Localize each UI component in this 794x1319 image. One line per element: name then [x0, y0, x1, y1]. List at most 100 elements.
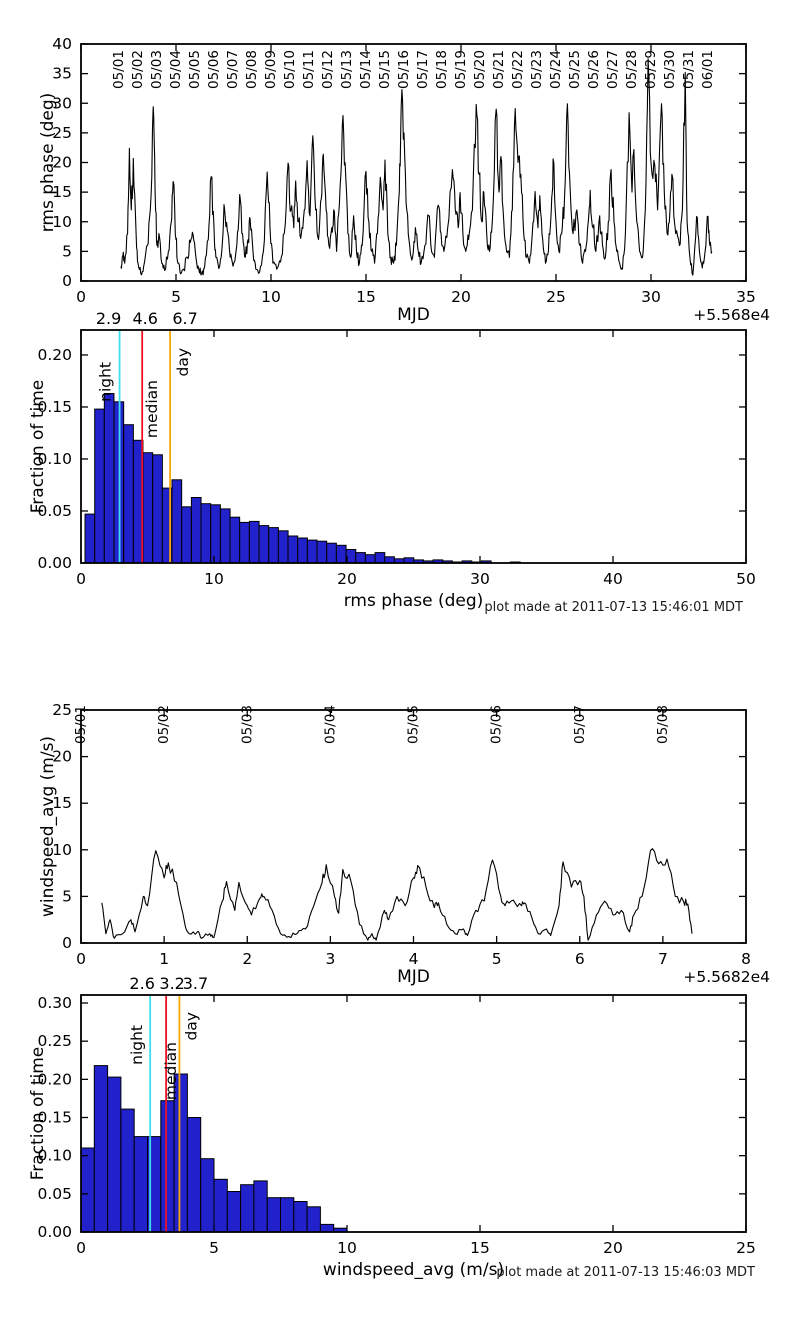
- y-tick-label: 5: [62, 242, 72, 260]
- x-tick-label: 8: [741, 950, 751, 968]
- hist-bar: [306, 539, 318, 564]
- x-tick-label: 0: [76, 288, 86, 306]
- date-label: 05/17: [415, 50, 431, 89]
- hist-bar: [152, 454, 163, 564]
- series-line: [101, 848, 693, 941]
- y-tick-label: 20: [52, 154, 72, 172]
- hist-bar: [123, 424, 134, 564]
- x-tick-label: 10: [204, 570, 224, 588]
- axes-frame: [80, 329, 747, 564]
- y-tick-label: 0.30: [37, 994, 72, 1012]
- hist-bar: [133, 1136, 148, 1233]
- date-label: 05/29: [643, 50, 659, 89]
- windspeed-histogram: 0 5 10 15 20 25 0.00 0.05 0.10 0.15 0.20 0.25 0.30 2.…: [28, 974, 756, 1280]
- y-tick-label: 0.20: [37, 346, 72, 364]
- hist-bar: [240, 1184, 255, 1233]
- x-tick-label: 4: [409, 950, 419, 968]
- windspeed-timeseries: 0 1 2 3 4 5 6 7 8 0 5 10 15 20 25 05/01 05/02 05/03 05/04 0…: [38, 701, 770, 987]
- hist-bar: [277, 530, 289, 564]
- marker-name-median: median: [162, 1042, 180, 1100]
- y-axis-label: Fraction of time: [28, 1047, 48, 1180]
- rms-phase-timeseries: 0 5 10 15 20 25 30 35 0 5 10 15 20 25 30 35 40 05/01 05/02…: [38, 35, 770, 325]
- marker-value-median: 3.2: [159, 974, 184, 993]
- hist-bar: [84, 513, 96, 564]
- hist-bar: [266, 1197, 282, 1233]
- marker-value-day: 6.7: [172, 309, 197, 328]
- hist-bar: [319, 1223, 335, 1233]
- y-axis-label: Fraction of time: [28, 380, 48, 513]
- x-axis-label: MJD: [397, 967, 430, 987]
- date-label: 05/06: [206, 50, 222, 89]
- y-tick-label: 0.10: [37, 1147, 72, 1165]
- hist-bar: [326, 542, 337, 564]
- date-label: 05/05: [406, 705, 422, 744]
- axes-frame: [80, 994, 747, 1233]
- hist-bar: [316, 540, 328, 564]
- hist-bar: [355, 552, 366, 564]
- y-tick-label: 0.05: [37, 502, 72, 520]
- y-tick-label: 0: [62, 934, 72, 952]
- x-tick-label: 7: [658, 950, 668, 968]
- x-tick-label: 15: [356, 288, 376, 306]
- date-label: 05/24: [548, 50, 564, 89]
- hist-bar: [384, 556, 395, 564]
- date-label: 05/27: [605, 50, 621, 89]
- hist-bar: [229, 516, 241, 564]
- date-label: 05/30: [662, 50, 678, 89]
- y-axis-label: windspeed_avg (m/s): [38, 736, 58, 917]
- hist-bar: [280, 1197, 295, 1233]
- hist-bar: [239, 521, 250, 564]
- y-tick-label: 5: [62, 887, 72, 905]
- x-tick-label: 30: [641, 288, 661, 306]
- date-label: 05/16: [396, 50, 412, 89]
- x-tick-label: 6: [575, 950, 585, 968]
- marker-name-night: night: [128, 1025, 146, 1065]
- y-axis-label: rms phase (deg): [38, 93, 58, 233]
- date-label: 05/08: [655, 705, 671, 744]
- hist-bar: [186, 1117, 202, 1233]
- hist-bar: [160, 1100, 175, 1233]
- x-tick-label: 20: [603, 1239, 623, 1257]
- hist-bar: [297, 537, 308, 564]
- rms-phase-histogram: 0 10 20 30 40 50 0.00 0.05 0.10 0.15 0.20 2.9 night 4…: [28, 309, 756, 611]
- date-label: 05/01: [73, 705, 89, 744]
- marker-value-night: 2.6: [129, 974, 154, 993]
- x-tick-label: 1: [159, 950, 169, 968]
- y-tick-label: 0.15: [37, 398, 72, 416]
- date-label: 05/23: [529, 50, 545, 89]
- y-tick-label: 0.00: [37, 1223, 72, 1241]
- marker-value-median: 4.6: [132, 309, 157, 328]
- marker-name-night: night: [97, 362, 115, 402]
- x-tick-label: 20: [337, 570, 357, 588]
- date-label: 05/06: [489, 705, 505, 744]
- y-tick-label: 0.15: [37, 1109, 72, 1127]
- date-label: 05/13: [339, 50, 355, 89]
- y-tick-label: 20: [52, 748, 72, 766]
- date-label: 05/03: [149, 50, 165, 89]
- y-tick-label: 0.10: [37, 450, 72, 468]
- hist-bar: [181, 506, 192, 564]
- hist-bar: [306, 1206, 321, 1233]
- x-axis-label: rms phase (deg): [344, 591, 484, 611]
- marker-name-median: median: [143, 380, 161, 438]
- y-tick-label: 10: [52, 841, 72, 859]
- date-label: 05/22: [510, 50, 526, 89]
- y-tick-label: 0: [62, 272, 72, 290]
- x-tick-label: 35: [736, 288, 756, 306]
- x-tick-label: 50: [736, 570, 756, 588]
- x-tick-label: 25: [546, 288, 566, 306]
- x-tick-label: 0: [76, 1239, 86, 1257]
- series-line: [120, 58, 713, 276]
- x-tick-label: 0: [76, 950, 86, 968]
- x-tick-label: 30: [470, 570, 490, 588]
- hist-bar: [210, 504, 221, 564]
- date-label: 05/25: [567, 50, 583, 89]
- x-tick-label: 15: [470, 1239, 490, 1257]
- hist-bar: [293, 1201, 308, 1233]
- date-label: 05/07: [572, 705, 588, 744]
- y-tick-label: 30: [52, 94, 72, 112]
- hist-bar: [258, 525, 270, 564]
- x-tick-label: 25: [736, 1239, 756, 1257]
- hist-bar: [107, 1076, 122, 1233]
